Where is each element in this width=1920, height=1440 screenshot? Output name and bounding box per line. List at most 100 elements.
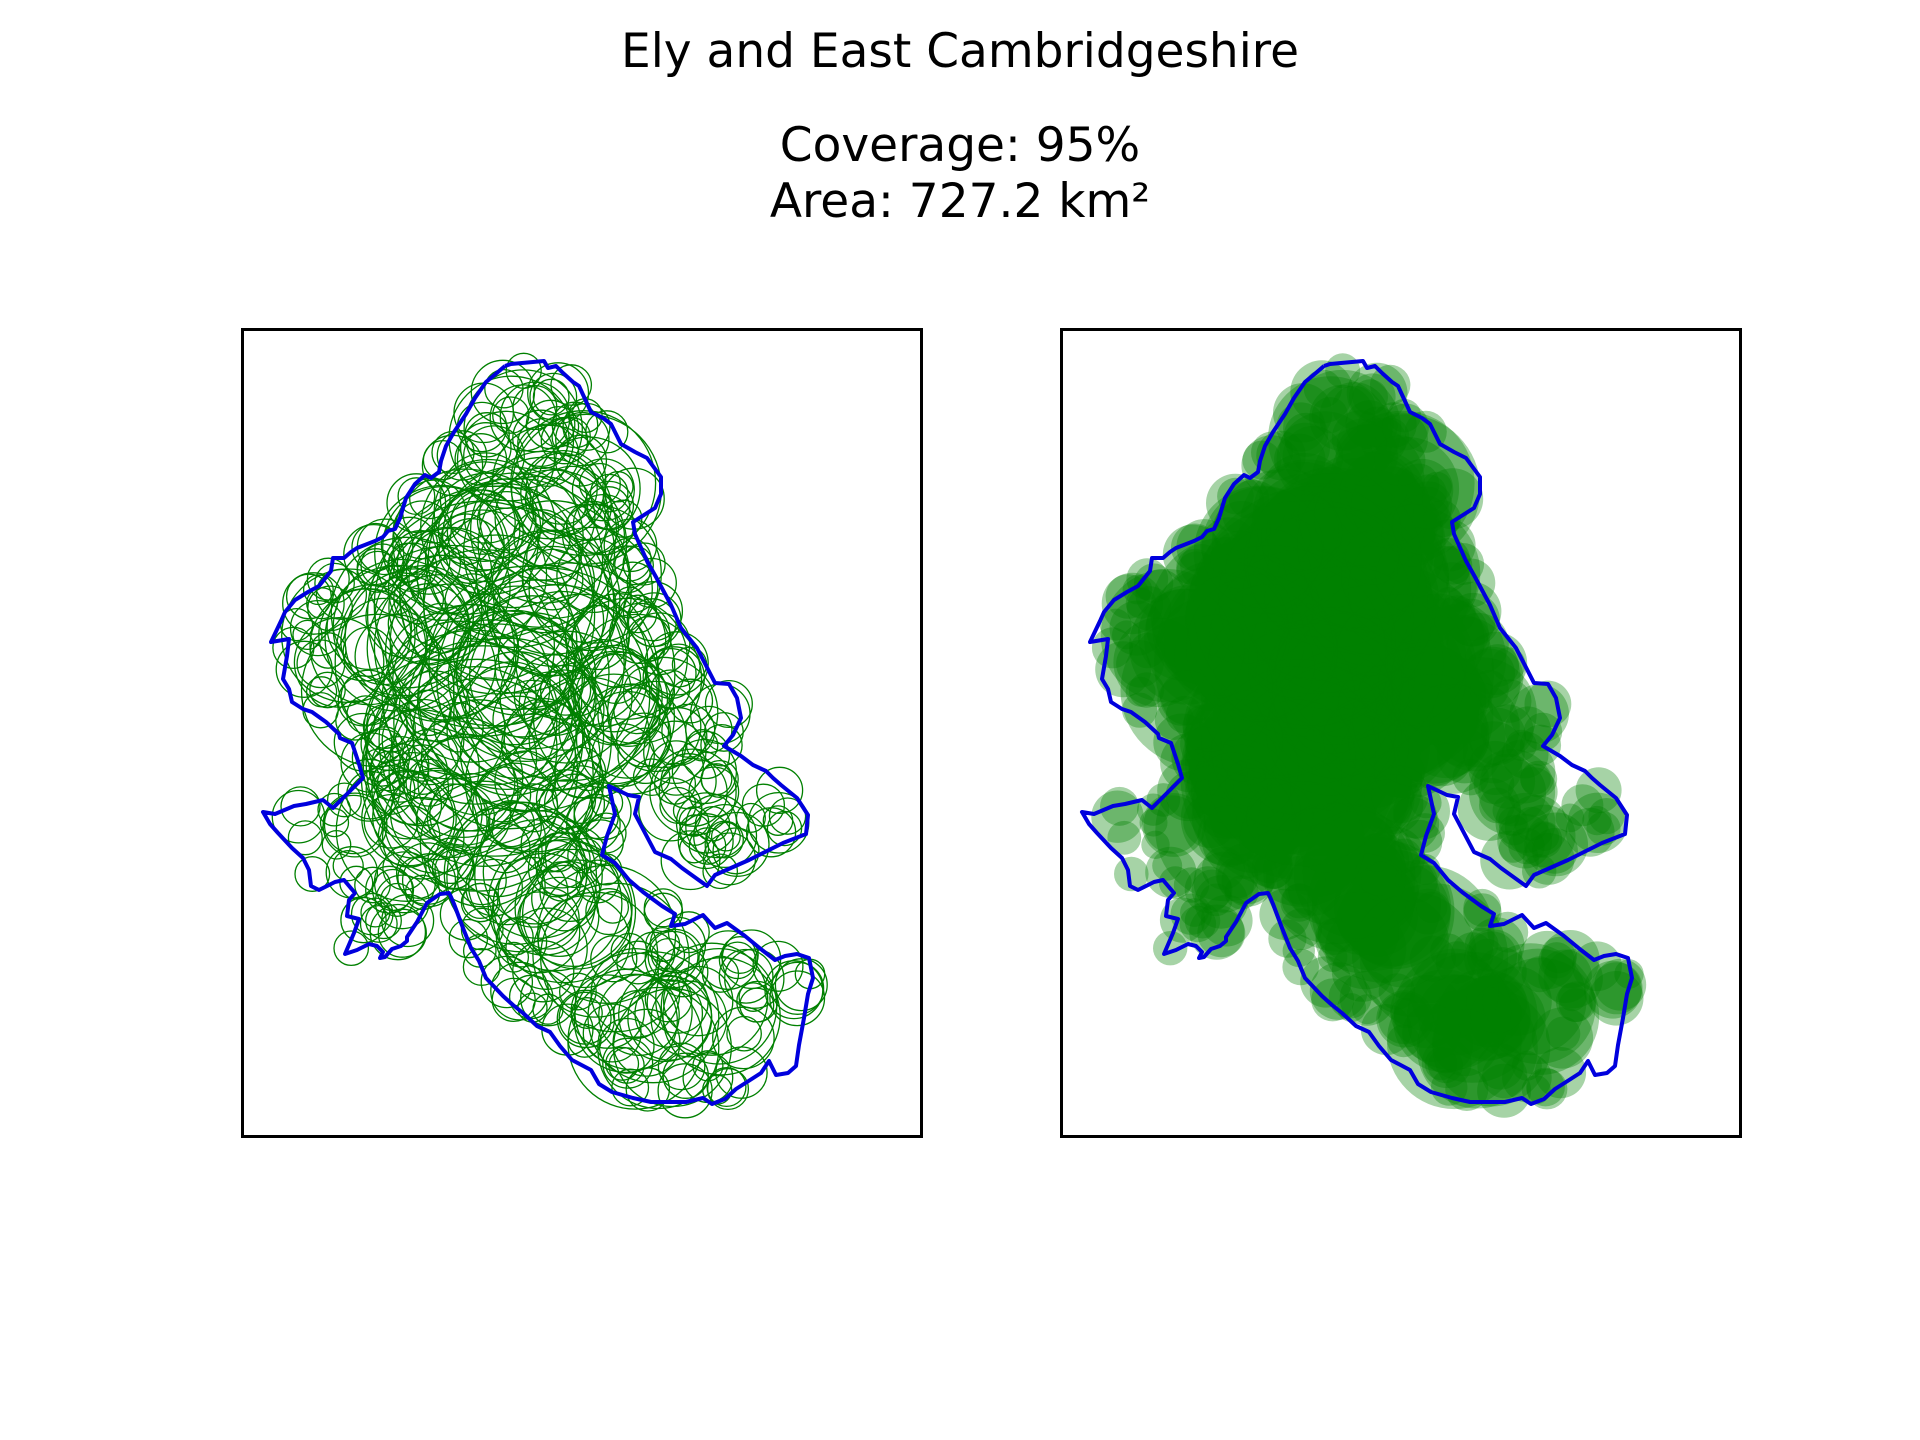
- coverage-circle: [590, 947, 681, 1038]
- coverage-circle: [539, 664, 592, 716]
- coverage-circle: [1180, 898, 1209, 927]
- coverage-circle: [1426, 562, 1477, 613]
- coverage-circle: [768, 797, 807, 835]
- coverage-circle: [512, 940, 575, 1003]
- coverage-circle: [1409, 474, 1447, 512]
- coverage-circle: [472, 762, 559, 849]
- coverage-circle: [1360, 417, 1407, 464]
- coverage-circle: [490, 961, 550, 1021]
- coverage-circle: [443, 801, 588, 945]
- coverage-circle: [1290, 360, 1354, 424]
- coverage-circle: [503, 697, 584, 779]
- coverage-circle: [306, 557, 350, 601]
- coverage-circle: [657, 1042, 706, 1091]
- coverage-circle: [388, 677, 579, 867]
- coverage-circle: [1189, 904, 1245, 960]
- coverage-circle: [1197, 909, 1246, 958]
- coverage-circle: [631, 931, 676, 976]
- coverage-circle: [582, 1003, 642, 1063]
- coverage-circle: [1150, 537, 1301, 688]
- coverage-circle: [1240, 699, 1356, 815]
- coverage-circle: [1232, 638, 1423, 829]
- coverage-circle: [1171, 729, 1229, 787]
- coverage-circle: [1201, 797, 1283, 879]
- coverage-circle: [1227, 619, 1393, 785]
- coverage-circle: [282, 572, 345, 635]
- coverage-circle: [366, 500, 596, 729]
- coverage-circle: [1329, 410, 1475, 556]
- coverage-circle: [1491, 739, 1556, 804]
- coverage-circle: [401, 728, 459, 786]
- coverage-circle: [1300, 956, 1352, 1008]
- coverage-circle: [1313, 751, 1375, 812]
- coverage-circle: [610, 932, 648, 970]
- coverage-circle: [386, 473, 447, 534]
- coverage-circle: [1242, 535, 1388, 681]
- coverage-circle: [446, 665, 577, 797]
- coverage-circle: [1353, 832, 1410, 888]
- coverage-circle: [1468, 707, 1526, 766]
- coverage-circle: [1218, 500, 1413, 694]
- coverage-circle: [1447, 612, 1509, 675]
- coverage-circle: [1122, 692, 1158, 728]
- coverage-circle: [570, 974, 645, 1049]
- coverage-circle: [1100, 569, 1235, 703]
- coverage-circle: [1248, 773, 1330, 855]
- coverage-circle: [1427, 1047, 1464, 1084]
- coverage-circle: [1501, 731, 1549, 779]
- coverage-circle: [1303, 369, 1342, 408]
- coverage-circle: [1476, 644, 1520, 687]
- coverage-circle: [1282, 476, 1434, 628]
- coverage-circle: [1191, 869, 1233, 911]
- coverage-circle: [1170, 893, 1212, 935]
- coverage-circle: [1480, 704, 1534, 758]
- coverage-circle: [1356, 865, 1495, 1004]
- coverage-circle: [1492, 796, 1521, 825]
- coverage-circle: [340, 896, 387, 944]
- coverage-circle: [1398, 463, 1440, 505]
- coverage-circle: [1429, 681, 1520, 772]
- coverage-circle: [550, 364, 593, 406]
- coverage-circle: [1303, 531, 1439, 667]
- coverage-circle: [292, 619, 323, 651]
- coverage-circle: [1526, 1068, 1568, 1110]
- coverage-circle: [645, 647, 697, 700]
- coverage-circle: [419, 780, 547, 908]
- coverage-circle: [1470, 670, 1509, 709]
- coverage-circle: [1180, 771, 1276, 866]
- coverage-circle: [1363, 774, 1424, 834]
- coverage-circle: [1504, 706, 1551, 753]
- coverage-circle: [536, 436, 641, 541]
- figure-title: Ely and East Cambridgeshire: [621, 24, 1299, 79]
- coverage-circle: [597, 986, 720, 1110]
- coverage-circle: [1211, 666, 1376, 831]
- coverage-circle: [381, 620, 537, 776]
- coverage-circle: [1410, 723, 1474, 787]
- coverage-circle: [424, 482, 580, 638]
- coverage-circle: [1275, 595, 1428, 749]
- coverage-circle: [1211, 604, 1370, 763]
- coverage-circle: [280, 786, 321, 827]
- coverage-circle: [1438, 595, 1476, 633]
- coverage-circle: [1512, 804, 1576, 868]
- coverage-circle: [1221, 480, 1285, 543]
- coverage-circle: [589, 473, 629, 513]
- coverage-circle: [1614, 959, 1644, 989]
- coverage-circle: [1302, 819, 1407, 924]
- coverage-circle: [389, 767, 483, 861]
- coverage-circle: [1311, 839, 1455, 983]
- coverage-circle: [1276, 402, 1326, 452]
- coverage-circle: [1309, 962, 1368, 1020]
- coverage-circle: [518, 671, 583, 736]
- coverage-circle: [1407, 951, 1538, 1083]
- coverage-circle: [1468, 749, 1556, 836]
- coverage-circle: [1180, 749, 1214, 782]
- coverage-circle: [1176, 551, 1217, 593]
- coverage-circle: [369, 743, 430, 803]
- coverage-circle: [334, 544, 570, 780]
- coverage-circle: [326, 782, 362, 818]
- coverage-circle: [1540, 936, 1578, 974]
- coverage-circle: [1144, 565, 1290, 711]
- coverage-circle: [470, 359, 536, 425]
- coverage-circle: [1317, 857, 1387, 928]
